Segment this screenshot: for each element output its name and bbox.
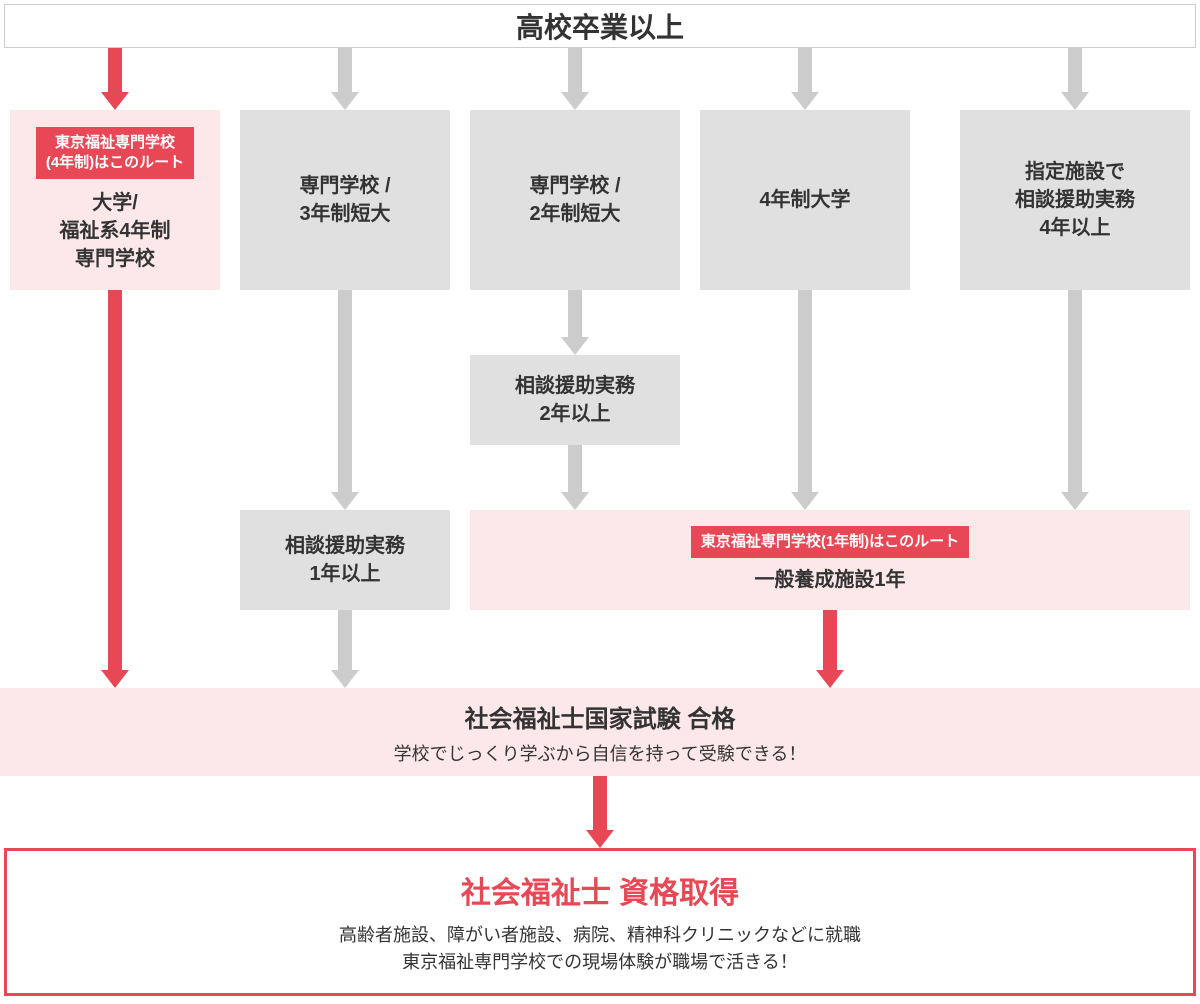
arrow-header-r5: [1061, 48, 1089, 110]
arrow-r5-training: [1061, 290, 1089, 510]
route-5-box: 指定施設で 相談援助実務 4年以上: [960, 110, 1190, 290]
route-4-box: 4年制大学: [700, 110, 910, 290]
arrow-header-r4: [791, 48, 819, 110]
header-box: 高校卒業以上: [4, 4, 1196, 48]
route-1-label: 大学/ 福祉系4年制 専門学校: [59, 189, 170, 273]
route-1-tag: 東京福祉専門学校 (4年制)はこのルート: [36, 127, 194, 180]
arrow-r1-exam: [101, 290, 129, 688]
route-3-box: 専門学校 / 2年制短大: [470, 110, 680, 290]
arrow-r2-mid2: [331, 290, 359, 510]
mid3-label: 相談援助実務 2年以上: [515, 372, 635, 428]
arrow-mid3-training: [561, 445, 589, 510]
arrow-training-exam: [816, 610, 844, 688]
route-1-box: 東京福祉専門学校 (4年制)はこのルート 大学/ 福祉系4年制 専門学校: [10, 110, 220, 290]
final-title: 社会福祉士 資格取得: [461, 868, 739, 912]
arrow-header-r1: [101, 48, 129, 110]
arrow-mid2-exam: [331, 610, 359, 688]
arrow-r4-training: [791, 290, 819, 510]
final-sub2: 東京福祉専門学校での現場体験が職場で活きる！: [402, 949, 798, 976]
route-4-label: 4年制大学: [759, 186, 850, 214]
route-2-box: 専門学校 / 3年制短大: [240, 110, 450, 290]
header-label: 高校卒業以上: [516, 6, 684, 46]
final-box: 社会福祉士 資格取得 高齢者施設、障がい者施設、病院、精神科クリニックなどに就職…: [4, 848, 1196, 996]
exam-title: 社会福祉士国家試験 合格: [465, 699, 736, 734]
exam-sub: 学校でじっくり学ぶから自信を持って受験できる！: [394, 740, 807, 766]
mid2-label: 相談援助実務 1年以上: [285, 532, 405, 588]
training-box: 東京福祉専門学校(1年制)はこのルート 一般養成施設1年: [470, 510, 1190, 610]
exam-box: 社会福祉士国家試験 合格 学校でじっくり学ぶから自信を持って受験できる！: [0, 688, 1200, 776]
route-5-label: 指定施設で 相談援助実務 4年以上: [1015, 158, 1135, 242]
training-tag: 東京福祉専門学校(1年制)はこのルート: [691, 526, 969, 558]
arrow-r3-mid3: [561, 290, 589, 355]
arrow-header-r3: [561, 48, 589, 110]
training-label: 一般養成施設1年: [754, 566, 905, 594]
mid3-box: 相談援助実務 2年以上: [470, 355, 680, 445]
route-3-label: 専門学校 / 2年制短大: [529, 172, 620, 228]
final-sub1: 高齢者施設、障がい者施設、病院、精神科クリニックなどに就職: [339, 922, 861, 949]
route-2-label: 専門学校 / 3年制短大: [299, 172, 390, 228]
arrow-exam-final: [586, 776, 614, 848]
mid2-box: 相談援助実務 1年以上: [240, 510, 450, 610]
arrow-header-r2: [331, 48, 359, 110]
